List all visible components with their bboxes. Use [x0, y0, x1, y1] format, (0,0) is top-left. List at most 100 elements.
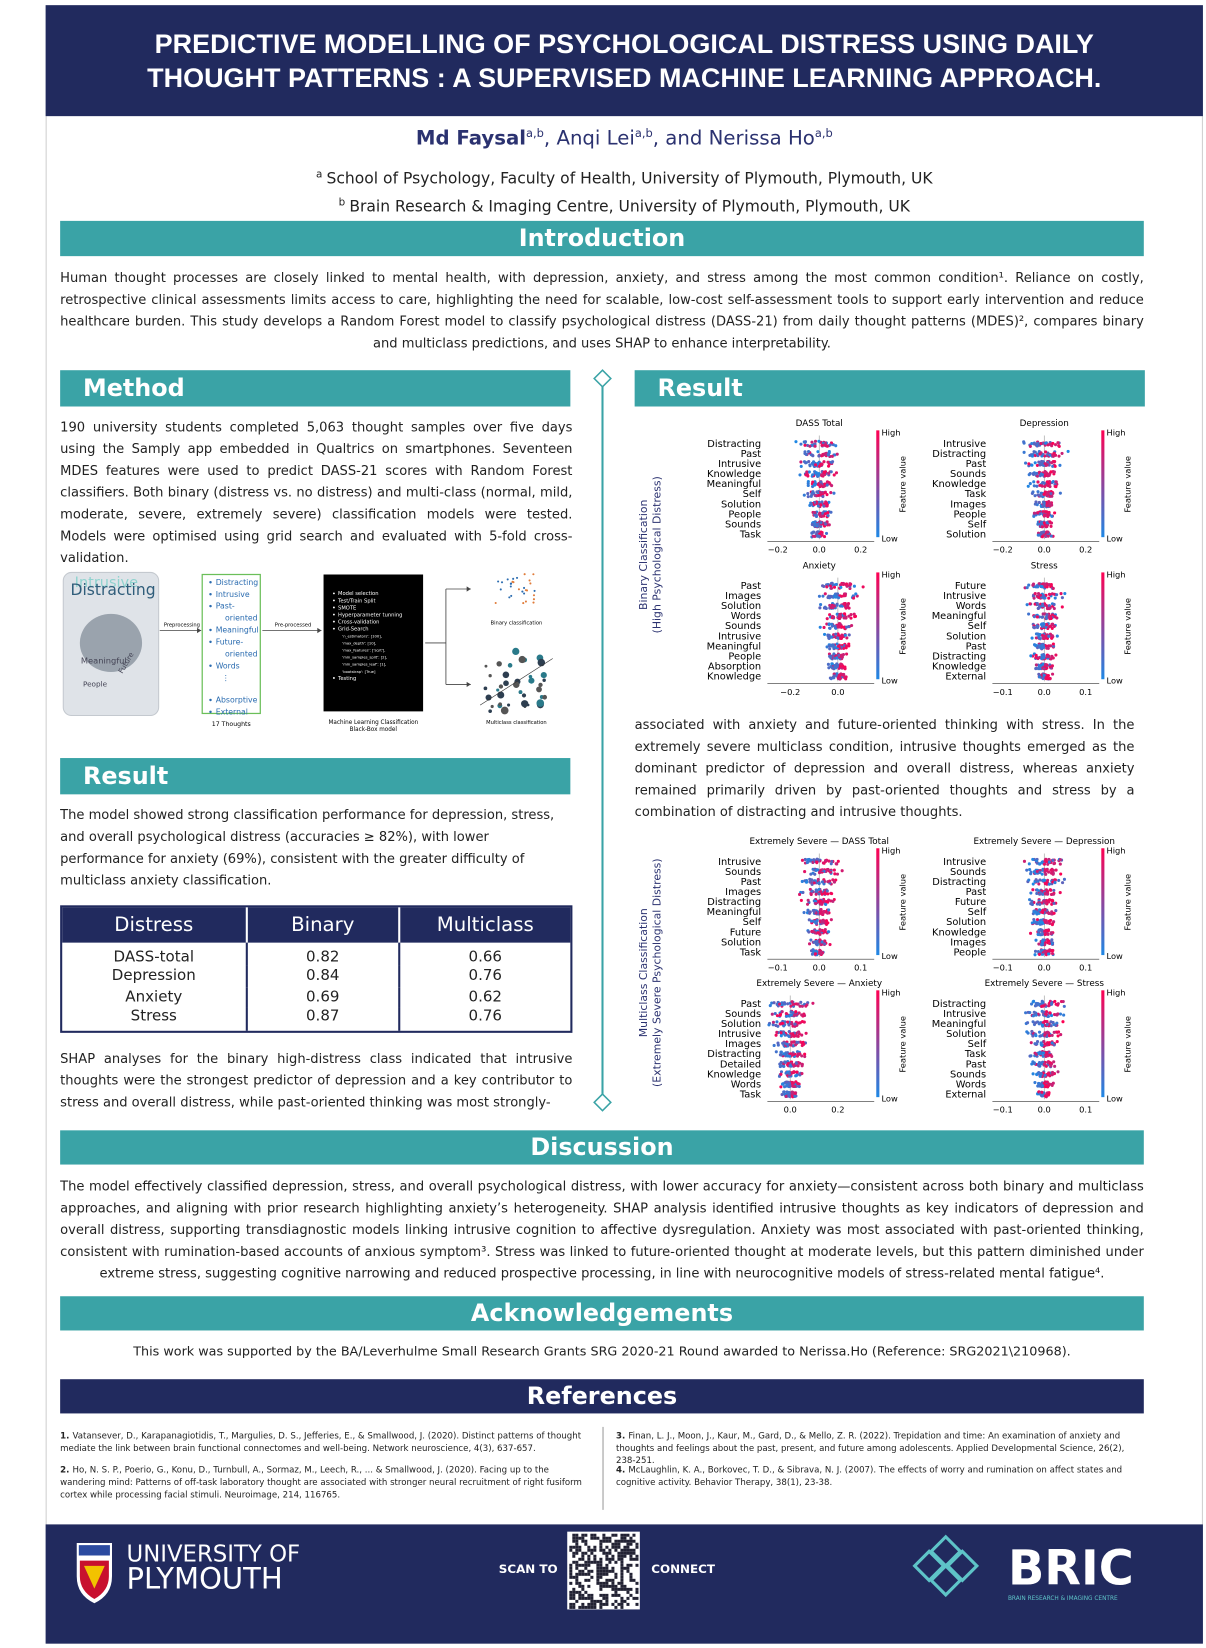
shap-dot	[1044, 1083, 1048, 1087]
shap-dot	[804, 461, 808, 465]
shap-dot	[1027, 612, 1031, 616]
qr-module	[623, 1539, 627, 1543]
colorbar	[1101, 848, 1105, 956]
feature-label: Solution	[721, 499, 761, 510]
shap-dot	[1049, 931, 1053, 935]
qr-module	[611, 1542, 615, 1546]
shap-dot	[1050, 1054, 1054, 1058]
feature-label: Solution	[721, 601, 761, 612]
shap-dot	[816, 534, 821, 538]
qr-module	[629, 1539, 633, 1543]
qr-module	[605, 1536, 609, 1540]
shap-dot	[834, 582, 838, 586]
qr-module	[593, 1536, 597, 1540]
feature-label: Images	[725, 887, 761, 898]
qr-module	[629, 1572, 633, 1576]
qr-module	[587, 1563, 591, 1567]
qr-module	[581, 1605, 585, 1609]
shap-dot	[779, 1070, 784, 1074]
qr-module	[590, 1596, 594, 1600]
shap-dot	[818, 948, 822, 952]
shap-dot	[1041, 1021, 1045, 1025]
qr-module	[620, 1551, 624, 1555]
shap-dot	[793, 1084, 797, 1089]
qr-module	[581, 1563, 585, 1567]
qr-module	[575, 1572, 579, 1576]
shap-dot	[817, 951, 822, 955]
shap-dot	[1037, 942, 1041, 946]
shap-dot	[1031, 582, 1036, 586]
shap-dot	[1027, 862, 1031, 866]
thought-item: Intrusive	[216, 590, 250, 599]
thoughts-box	[201, 573, 261, 715]
shap-dot	[821, 594, 825, 598]
shap-dot	[832, 473, 836, 477]
qr-module	[605, 1569, 609, 1573]
qr-module	[581, 1587, 585, 1591]
shap-dot	[1040, 584, 1044, 589]
qr-module	[569, 1581, 573, 1585]
qr-module	[623, 1551, 627, 1555]
qr-module	[587, 1605, 591, 1609]
shap-dot	[835, 662, 839, 666]
shap-dot	[833, 453, 837, 457]
shap-dot	[1040, 484, 1044, 488]
shap-dot	[784, 1012, 788, 1016]
x-tick-label: 0.1	[854, 963, 867, 973]
qr-module	[584, 1539, 588, 1543]
qr-module	[605, 1563, 609, 1567]
shap-dot	[1041, 495, 1045, 499]
shap-dot	[1041, 615, 1045, 619]
feature-label: Self	[743, 917, 762, 928]
shap-dot	[838, 677, 842, 681]
shap-dot	[770, 1012, 774, 1016]
shap-dot	[1033, 592, 1037, 596]
model-step: Grid-Search	[338, 626, 369, 632]
shap-dot	[836, 625, 840, 629]
shap-dot	[1034, 643, 1038, 647]
shap-dot	[817, 871, 822, 875]
shap-dot	[1027, 878, 1031, 882]
qr-module	[617, 1587, 621, 1591]
shap-dot	[1038, 463, 1042, 467]
shap-dot	[810, 889, 814, 893]
shap-dot	[1026, 484, 1030, 488]
shap-dot	[1051, 1020, 1055, 1025]
icon-dot	[507, 663, 513, 668]
qr-module	[620, 1578, 624, 1582]
shap-dot	[786, 1002, 790, 1006]
shap-dot	[836, 633, 841, 637]
shap-dot	[1038, 908, 1042, 912]
shap-dot	[782, 1032, 786, 1036]
shap-dot	[829, 918, 833, 922]
feature-label: Sounds	[725, 519, 761, 530]
shap-dot	[1042, 492, 1046, 496]
qr-module	[593, 1602, 597, 1606]
qr-module	[584, 1566, 588, 1570]
shap-dot	[784, 1071, 788, 1075]
qr-module	[635, 1602, 639, 1606]
shap-dot	[849, 613, 853, 617]
qr-module	[602, 1566, 606, 1570]
colorbar-high: High	[1106, 845, 1125, 855]
feature-label: Knowledge	[707, 1069, 761, 1080]
qr-module	[578, 1548, 582, 1552]
shap-dot	[794, 1002, 798, 1006]
shap-dot	[1055, 1040, 1059, 1044]
shap-dot	[814, 902, 818, 906]
reference-number: 2.	[60, 1464, 70, 1475]
shap-dot	[774, 1023, 778, 1028]
shap-dot	[800, 1071, 804, 1076]
shap-dot	[1028, 1054, 1032, 1058]
qr-module	[584, 1590, 588, 1594]
shap-dot	[794, 1013, 798, 1017]
feature-label: Past	[741, 877, 762, 888]
shap-dot	[790, 1090, 794, 1094]
qr-module	[584, 1551, 588, 1555]
bric-icon	[945, 1549, 980, 1583]
shap-dot	[1038, 1051, 1042, 1055]
qr-module	[620, 1563, 624, 1567]
qr-module	[635, 1554, 639, 1558]
shap-dot	[835, 642, 839, 646]
feature-label: Words	[956, 601, 986, 612]
